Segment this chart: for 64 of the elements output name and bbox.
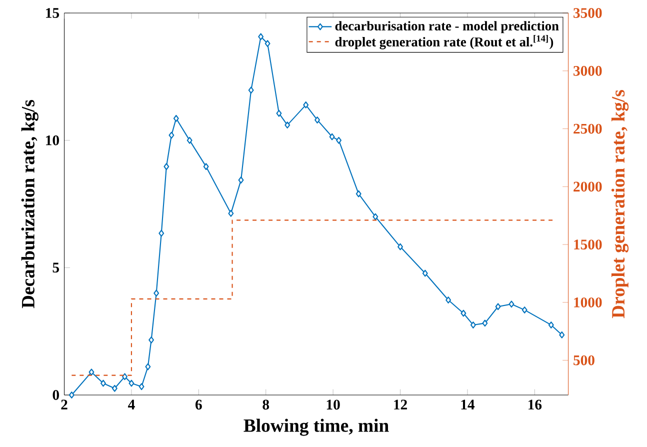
point bbox=[398, 243, 403, 250]
point bbox=[238, 176, 244, 184]
y2-tick-label: 1000 bbox=[574, 297, 602, 308]
point bbox=[68, 392, 74, 398]
point bbox=[164, 163, 170, 170]
x-tick-label: 10 bbox=[326, 400, 340, 410]
y2-tick-label: 2500 bbox=[574, 124, 602, 134]
x-tick-label: 6 bbox=[196, 400, 202, 410]
point bbox=[559, 331, 565, 338]
point bbox=[168, 132, 174, 139]
point bbox=[470, 322, 476, 328]
point bbox=[284, 122, 290, 129]
point bbox=[303, 101, 309, 108]
point bbox=[154, 290, 160, 297]
point bbox=[548, 322, 554, 328]
point bbox=[203, 163, 209, 170]
point bbox=[329, 133, 335, 140]
point bbox=[372, 213, 378, 220]
point bbox=[248, 86, 254, 94]
x-tick-label: 16 bbox=[528, 400, 542, 410]
x-axis-title: Blowing time, min bbox=[244, 418, 389, 436]
y2-tick-label: 1500 bbox=[574, 240, 602, 250]
point bbox=[276, 110, 282, 117]
point bbox=[482, 320, 488, 327]
point bbox=[508, 300, 514, 308]
y-tick-label: 10 bbox=[46, 135, 59, 146]
y2-tick-label: 3000 bbox=[574, 66, 602, 76]
y2-axis-title: Droplet generation rate, kg/s bbox=[611, 90, 629, 318]
y2-tick-label: 3500 bbox=[574, 8, 602, 18]
y-tick-label: 0 bbox=[52, 390, 59, 400]
point bbox=[228, 210, 234, 217]
y-axis-title: Decarburization rate, kg/s bbox=[21, 100, 38, 308]
point bbox=[88, 368, 94, 376]
point bbox=[138, 383, 144, 390]
point bbox=[336, 136, 342, 144]
point bbox=[100, 380, 106, 387]
point bbox=[158, 230, 164, 237]
point bbox=[522, 306, 528, 314]
point bbox=[422, 270, 428, 277]
point bbox=[122, 373, 128, 380]
point bbox=[258, 33, 264, 40]
point bbox=[495, 303, 501, 310]
x-tick-label: 8 bbox=[262, 400, 270, 410]
y2-tick-label: 2000 bbox=[574, 182, 602, 192]
y2-tick-label: 500 bbox=[574, 355, 594, 366]
legend-label: decarburisation rate - model prediction bbox=[335, 21, 559, 34]
point bbox=[145, 363, 151, 370]
point bbox=[112, 384, 118, 392]
x-tick-label: 12 bbox=[394, 400, 407, 410]
x-tick-label: 14 bbox=[461, 400, 475, 410]
point bbox=[173, 114, 179, 122]
x-tick-label: 4 bbox=[128, 400, 135, 410]
x-tick-label: 2 bbox=[61, 400, 68, 410]
point bbox=[460, 310, 466, 317]
y-tick-label: 15 bbox=[46, 8, 60, 18]
point bbox=[356, 190, 362, 198]
point bbox=[128, 380, 134, 387]
point bbox=[314, 116, 320, 124]
point bbox=[264, 40, 270, 48]
point bbox=[446, 296, 452, 304]
legend-label: droplet generation rate (Rout et al.$^{[14]}$) bbox=[335, 35, 554, 50]
point bbox=[186, 136, 192, 144]
point bbox=[148, 336, 154, 344]
y-tick-label: 5 bbox=[52, 262, 60, 273]
